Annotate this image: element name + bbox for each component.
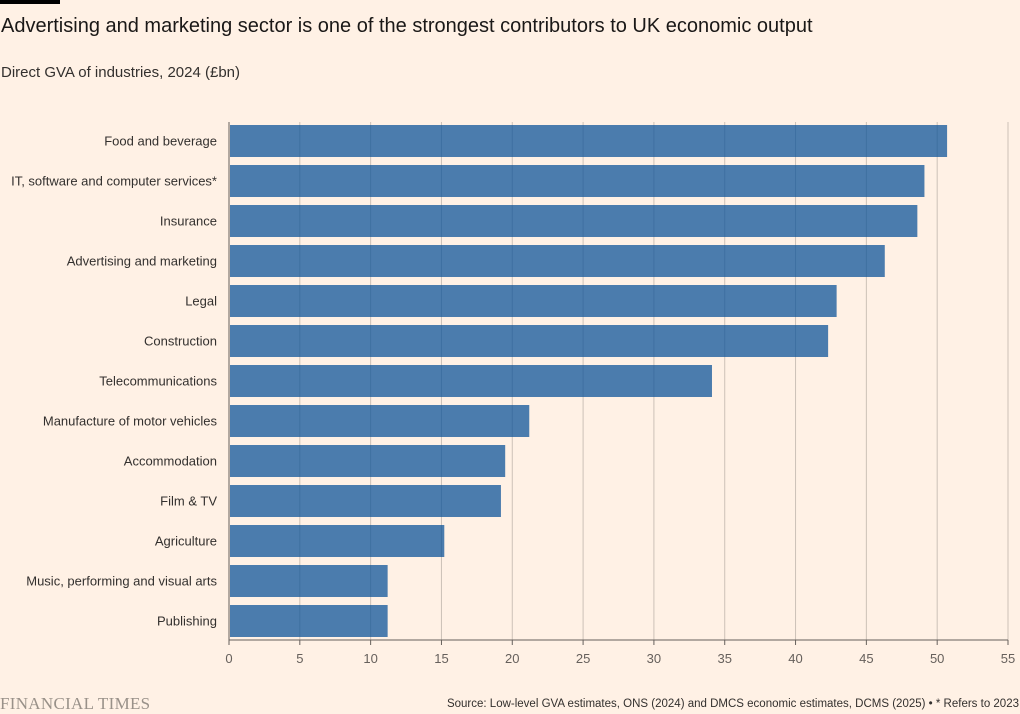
x-tick-label: 10 bbox=[363, 651, 377, 666]
brand-bar bbox=[0, 0, 60, 4]
bar bbox=[230, 405, 530, 437]
ft-logo: FINANCIAL TIMES bbox=[0, 694, 151, 713]
category-label: Insurance bbox=[160, 214, 217, 229]
category-label: Construction bbox=[144, 334, 217, 349]
category-label: Music, performing and visual arts bbox=[26, 574, 217, 589]
bar bbox=[230, 445, 506, 477]
bar bbox=[230, 285, 837, 317]
bar bbox=[230, 205, 918, 237]
x-tick-label: 15 bbox=[434, 651, 448, 666]
bar bbox=[230, 125, 948, 157]
bar bbox=[230, 565, 388, 597]
bar bbox=[230, 365, 712, 397]
bar bbox=[230, 245, 885, 277]
x-tick-label: 30 bbox=[647, 651, 661, 666]
x-tick-label: 5 bbox=[296, 651, 303, 666]
x-tick-label: 25 bbox=[576, 651, 590, 666]
x-tick-label: 35 bbox=[717, 651, 731, 666]
bar bbox=[230, 485, 501, 517]
category-label: Legal bbox=[185, 294, 217, 309]
category-label: Telecommunications bbox=[99, 374, 217, 389]
category-label: Food and beverage bbox=[104, 134, 217, 149]
bar bbox=[230, 525, 445, 557]
category-label: Publishing bbox=[157, 614, 217, 629]
bar bbox=[230, 165, 925, 197]
category-label: Accommodation bbox=[124, 454, 217, 469]
x-tick-label: 55 bbox=[1001, 651, 1015, 666]
bar bbox=[230, 605, 388, 637]
bar bbox=[230, 325, 829, 357]
source-note: Source: Low-level GVA estimates, ONS (20… bbox=[446, 698, 1019, 710]
x-tick-label: 50 bbox=[930, 651, 944, 666]
chart-title: Advertising and marketing sector is one … bbox=[1, 15, 813, 37]
category-label: Agriculture bbox=[155, 534, 217, 549]
x-tick-label: 0 bbox=[225, 651, 232, 666]
category-label: Advertising and marketing bbox=[67, 254, 217, 269]
x-tick-label: 40 bbox=[788, 651, 802, 666]
chart-subtitle: Direct GVA of industries, 2024 (£bn) bbox=[1, 64, 241, 81]
category-label: Film & TV bbox=[160, 494, 217, 509]
category-label: IT, software and computer services* bbox=[11, 174, 217, 189]
x-tick-label: 20 bbox=[505, 651, 519, 666]
x-tick-label: 45 bbox=[859, 651, 873, 666]
category-label: Manufacture of motor vehicles bbox=[43, 414, 218, 429]
